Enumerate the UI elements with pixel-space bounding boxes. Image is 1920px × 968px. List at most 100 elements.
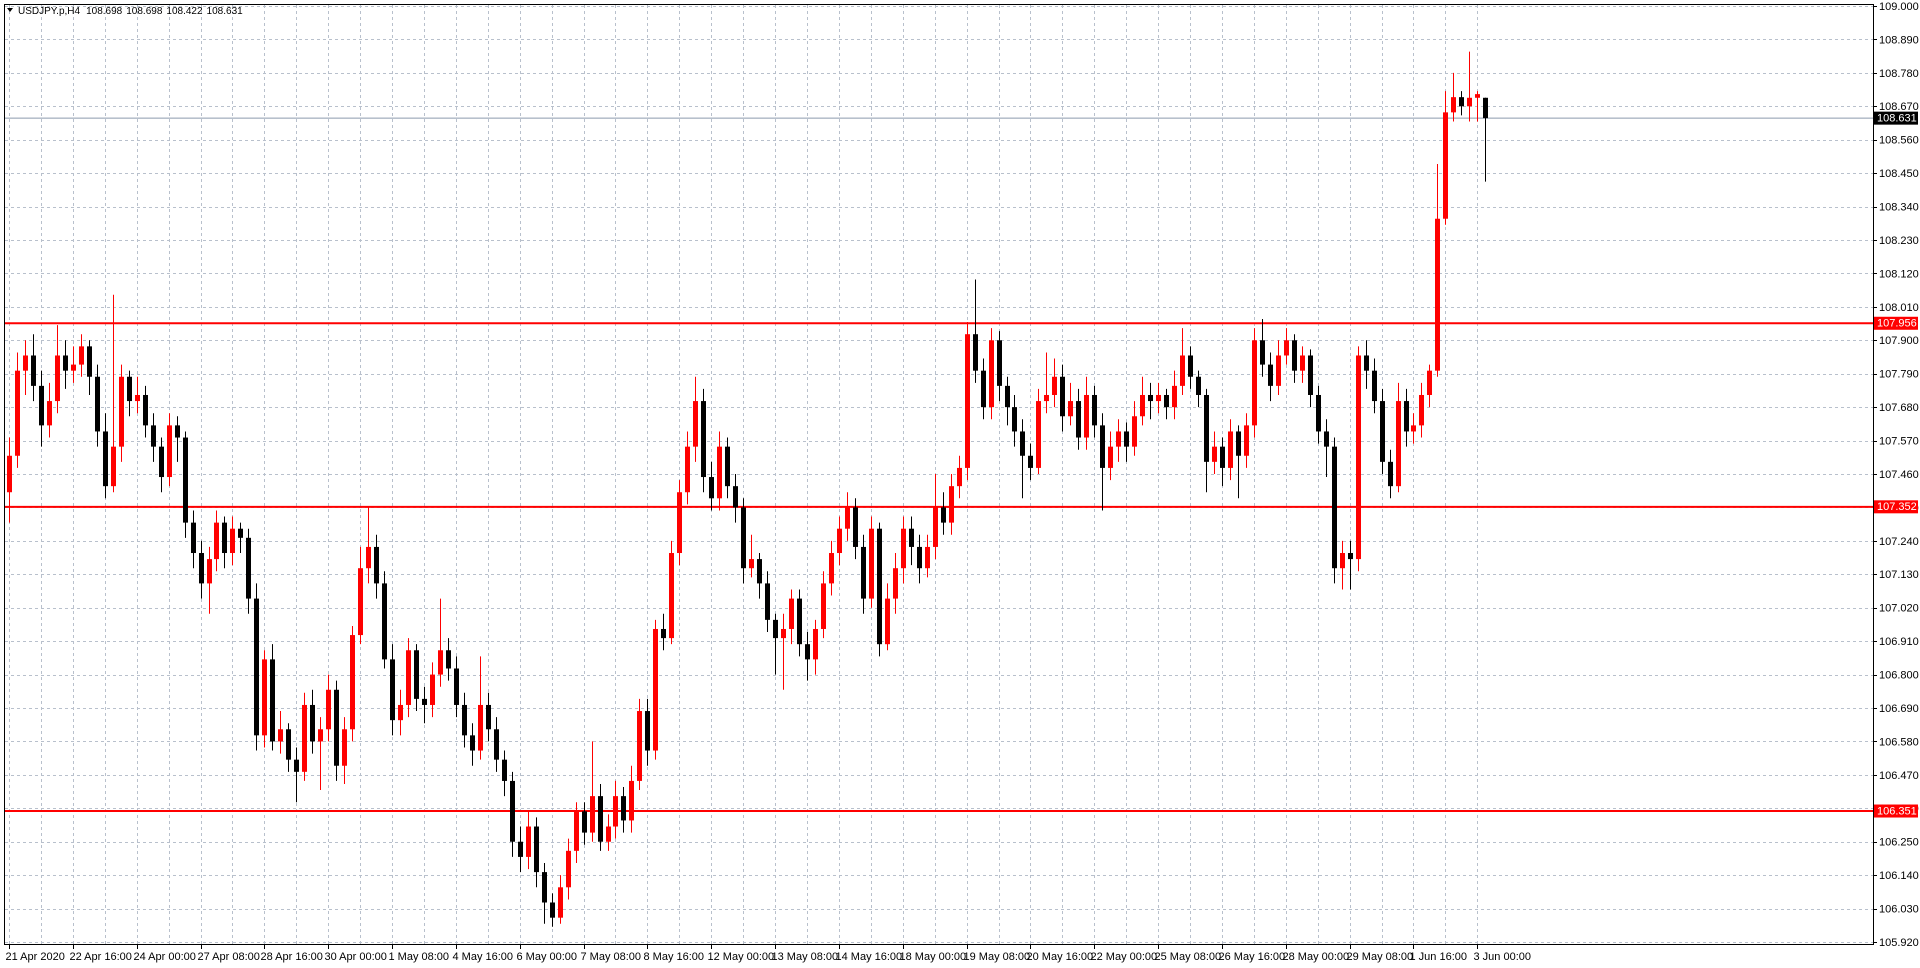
y-tick-label: 108.670 — [1879, 101, 1919, 113]
level-price-box — [1874, 804, 1918, 818]
candle-body — [406, 650, 411, 705]
candle-body — [1348, 553, 1353, 560]
candle-body — [1300, 355, 1305, 371]
candle-body — [342, 729, 347, 766]
x-tick-label: 12 May 00:00 — [708, 951, 775, 963]
candle-body — [981, 370, 986, 408]
candle-body — [350, 635, 355, 730]
candle-body — [294, 759, 299, 772]
candle-body — [1020, 431, 1025, 456]
candle-body — [973, 334, 978, 371]
candle-body — [199, 553, 204, 584]
candle-body — [1324, 431, 1329, 447]
candle-body — [749, 559, 754, 569]
candle-body — [151, 425, 156, 447]
candle-body — [693, 401, 698, 447]
candle-body — [645, 711, 650, 751]
candle-body — [1411, 425, 1416, 432]
candle-body — [478, 704, 483, 751]
candle-body — [1292, 340, 1297, 371]
level-price-box — [1874, 316, 1918, 330]
candle-body — [613, 796, 618, 827]
candle-body — [207, 559, 212, 584]
candle-body — [949, 486, 954, 523]
candle-body — [87, 346, 92, 377]
header-low: 108.422 — [166, 6, 203, 17]
x-tick-label: 30 Apr 00:00 — [325, 951, 387, 963]
candle-body — [606, 826, 611, 842]
candle-body — [1236, 431, 1241, 456]
x-tick-label: 27 Apr 08:00 — [198, 951, 260, 963]
symbol-menu-arrow[interactable] — [7, 8, 13, 12]
candle-body — [590, 796, 595, 833]
candle-body — [302, 704, 307, 772]
candle-body — [1316, 394, 1321, 432]
candle-body — [254, 598, 259, 736]
candle-body — [1435, 218, 1440, 371]
candle-body — [382, 583, 387, 660]
candle-body — [1005, 385, 1010, 408]
candle-body — [1404, 401, 1409, 432]
candle-body — [1284, 340, 1289, 356]
level-price-label: 107.956 — [1877, 318, 1917, 330]
candle-body — [127, 376, 132, 402]
level-layer — [5, 117, 1873, 813]
candle-body — [717, 446, 722, 499]
candle-body — [574, 811, 579, 851]
candle-body — [1451, 97, 1456, 113]
candle-body — [1419, 394, 1424, 426]
bid-price-box — [1874, 111, 1918, 125]
x-tick-label: 22 May 00:00 — [1091, 951, 1158, 963]
candle-body — [95, 376, 100, 432]
x-tick-label: 26 May 16:00 — [1219, 951, 1286, 963]
candle-body — [1268, 364, 1273, 386]
candle-body — [159, 446, 164, 478]
candle-body — [821, 583, 826, 629]
y-tick-label: 107.900 — [1879, 335, 1919, 347]
candle-body — [989, 340, 994, 408]
candle-body — [1212, 446, 1217, 462]
x-tick-label: 22 Apr 16:00 — [70, 951, 132, 963]
candle-body — [653, 628, 658, 751]
x-tick-label: 14 May 16:00 — [836, 951, 903, 963]
candle-body — [1459, 97, 1464, 107]
candle-body — [1076, 401, 1081, 438]
candle-body — [933, 507, 938, 547]
candle-body — [1204, 394, 1209, 462]
candle-body — [965, 334, 970, 468]
candle-body — [621, 796, 626, 821]
candle-body — [438, 650, 443, 675]
candle-body — [845, 507, 850, 529]
candle-body — [310, 704, 315, 742]
y-tick-label: 106.030 — [1879, 903, 1919, 915]
candle-body — [1388, 461, 1393, 487]
candle-body — [909, 528, 914, 547]
candle-body — [1084, 394, 1089, 438]
candle-body — [1012, 407, 1017, 432]
candle-body — [214, 522, 219, 560]
y-tick-label: 108.560 — [1879, 135, 1919, 147]
y-tick-label: 107.570 — [1879, 435, 1919, 447]
candle-body — [957, 467, 962, 487]
x-tick-label: 1 Jun 16:00 — [1410, 951, 1468, 963]
candle-body — [526, 826, 531, 857]
candle-body — [805, 644, 810, 660]
x-tick-label: 8 May 16:00 — [644, 951, 705, 963]
y-tick-label: 108.340 — [1879, 201, 1919, 213]
candle-body — [71, 364, 76, 371]
candle-body — [1380, 401, 1385, 462]
y-tick-label: 107.240 — [1879, 536, 1919, 548]
candle-body — [31, 355, 36, 386]
candle-body — [917, 546, 922, 569]
y-tick-label: 106.690 — [1879, 703, 1919, 715]
candle-body — [230, 528, 235, 554]
candle-body — [733, 486, 738, 508]
candle-body — [765, 583, 770, 620]
candle-body — [462, 704, 467, 736]
candle-body — [1340, 553, 1345, 569]
candle-body — [55, 355, 60, 402]
candle-body — [262, 659, 267, 736]
candle-body — [1172, 385, 1177, 408]
candle-body — [79, 346, 84, 365]
x-tick-label: 19 May 08:00 — [964, 951, 1031, 963]
